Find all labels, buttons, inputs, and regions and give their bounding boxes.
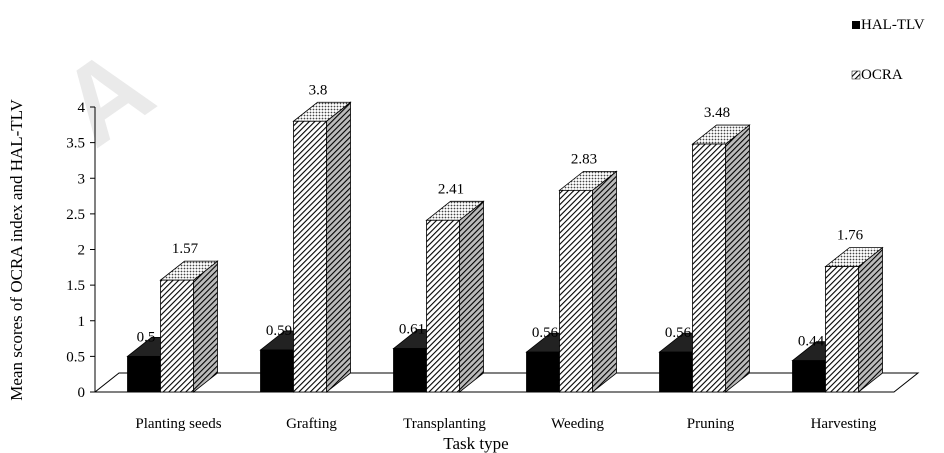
bar-front <box>293 120 327 393</box>
y-tick-label: 1.5 <box>66 278 85 294</box>
bar-side <box>326 101 351 393</box>
bar-front <box>393 348 427 393</box>
y-tick-label: 2.5 <box>66 207 85 223</box>
bar-front <box>160 279 194 393</box>
watermark: A <box>38 23 174 169</box>
data-label-ocra: 3.48 <box>704 105 730 121</box>
data-label-ocra: 2.83 <box>571 151 597 167</box>
data-label-ocra: 3.8 <box>309 82 328 98</box>
bar-side <box>858 246 883 393</box>
bar-ocra <box>159 260 219 393</box>
legend-item-ocra: OCRA <box>851 67 903 83</box>
bar-front <box>526 351 560 393</box>
data-label-hal-tlv: 0.44 <box>798 334 825 350</box>
data-label-hal-tlv: 0.59 <box>266 323 292 339</box>
x-tick-label: Pruning <box>687 416 735 432</box>
bar-front <box>426 219 460 393</box>
data-label-hal-tlv: 0.61 <box>399 322 425 338</box>
bar-ocra <box>691 124 751 393</box>
bar-front <box>260 349 294 393</box>
data-label-ocra: 1.57 <box>172 241 199 257</box>
bar-ocra <box>292 101 352 393</box>
data-label-hal-tlv: 0.5 <box>137 329 156 345</box>
x-tick-label: Planting seeds <box>135 416 221 432</box>
legend-label-hal-tlv: HAL-TLV <box>861 17 925 33</box>
bar-front <box>825 266 859 393</box>
x-tick-label: Grafting <box>286 416 337 432</box>
y-tick-label: 3 <box>78 171 86 187</box>
bar-front <box>792 360 826 393</box>
x-tick-label: Transplanting <box>403 416 486 432</box>
bar-front <box>659 351 693 393</box>
bar-side <box>592 170 617 393</box>
data-label-ocra: 1.76 <box>837 228 864 244</box>
y-tick-label: 0.5 <box>66 349 85 365</box>
bars <box>126 101 884 393</box>
y-tick-label: 0 <box>78 385 86 401</box>
bar-side <box>459 200 484 393</box>
y-axis-title: Mean scores of OCRA index and HAL-TLV <box>7 99 26 401</box>
legend-swatch-ocra <box>851 70 861 80</box>
data-label-ocra: 2.41 <box>438 181 464 197</box>
y-tick-label: 2 <box>78 243 86 259</box>
x-tick-label: Harvesting <box>811 416 877 432</box>
bar-front <box>127 355 161 393</box>
bar-ocra <box>824 246 884 393</box>
bar-ocra <box>425 200 485 393</box>
bar-side <box>193 260 218 393</box>
y-tick-label: 4 <box>78 100 86 116</box>
y-tick-label: 3.5 <box>66 136 85 152</box>
x-axis-title: Task type <box>443 434 508 453</box>
bar-side <box>725 124 750 393</box>
legend: HAL-TLV OCRA <box>851 17 925 83</box>
data-label-hal-tlv: 0.56 <box>532 325 559 341</box>
data-label-hal-tlv: 0.56 <box>665 325 692 341</box>
legend-swatch-hal-tlv <box>852 21 860 29</box>
legend-label-ocra: OCRA <box>861 67 903 83</box>
x-tick-label: Weeding <box>551 416 604 432</box>
legend-item-hal-tlv: HAL-TLV <box>852 17 925 33</box>
bar-front <box>692 143 726 393</box>
data-labels: 0.5 1.57 0.59 3.8 0.61 2.41 0.56 2.83 0.56 3.48 0.… <box>137 82 864 349</box>
y-tick-label: 1 <box>78 314 86 330</box>
bar-ocra <box>558 170 618 393</box>
bar-front <box>559 189 593 393</box>
